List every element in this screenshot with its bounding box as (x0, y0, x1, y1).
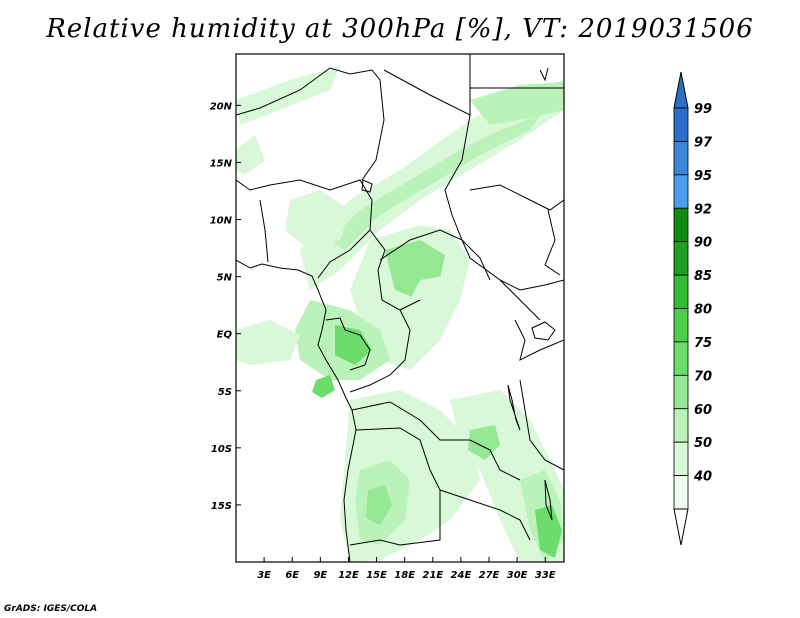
lake-victoria (531, 321, 556, 341)
map-frame (235, 53, 565, 563)
colorbar-segment (673, 475, 689, 510)
y-tick-label: 5N (217, 273, 233, 284)
colorbar-label: 92 (694, 202, 712, 217)
colorbar-segment (673, 241, 689, 276)
colorbar-label: 75 (694, 336, 712, 351)
border-chad-north (383, 54, 471, 116)
colorbar-segment (673, 141, 689, 176)
lake-tanganyika (507, 384, 521, 431)
y-tick-label: 5S (218, 387, 232, 398)
credit-label: GrADS: IGES/COLA (4, 604, 98, 614)
colorbar-segment (673, 408, 689, 443)
y-tick-label: 20N (210, 101, 233, 112)
colorbar-segment (673, 174, 689, 209)
map-title: Relative humidity at 300hPa [%], VT: 201… (46, 14, 754, 44)
colorbar-label: 70 (694, 369, 712, 384)
colorbar-label: 95 (694, 169, 712, 184)
colorbar-segment (673, 341, 689, 376)
colorbar-segment (673, 308, 689, 343)
border-zambia (439, 489, 531, 541)
x-tick-label: 18E (394, 570, 415, 581)
lake-chad (361, 179, 373, 193)
x-tick-label: 12E (338, 570, 359, 581)
colorbar: 99 97 95 92 90 85 80 75 70 60 50 40 (673, 71, 713, 546)
border-east-africa (499, 279, 564, 291)
coastline-west-africa (236, 259, 357, 562)
border-chad-east (444, 114, 491, 281)
axis-ticks: 3E 6E 9E 12E 15E 18E 21E 24E 27E 30E 33E 20N 15N 10N 5… (210, 101, 556, 581)
x-tick-label: 33E (535, 570, 556, 581)
x-tick-label: 3E (257, 570, 271, 581)
border-sudan (469, 184, 564, 211)
colorbar-top-arrow (673, 71, 689, 109)
humidity-band-northeast (470, 82, 564, 125)
border-uganda-kenya (514, 319, 564, 361)
coast-red-sea (539, 67, 549, 82)
x-tick-label: 6E (285, 570, 299, 581)
colorbar-segment (673, 441, 689, 476)
colorbar-label: 90 (694, 236, 712, 251)
humidity-band-west-patch (312, 375, 335, 398)
x-tick-label: 27E (479, 570, 500, 581)
humidity-band-southeast-inner (535, 505, 562, 558)
y-tick-label: 15S (211, 501, 232, 512)
humidity-band-congo-core (335, 325, 372, 365)
humidity-band-coast-west (236, 320, 300, 365)
country-borders (236, 54, 564, 562)
y-tick-label: 10S (211, 444, 232, 455)
border-gabon (325, 317, 371, 371)
colorbar-label: 85 (694, 269, 712, 284)
border-niger-north (236, 67, 385, 181)
colorbar-label: 40 (693, 470, 712, 485)
border-cameroon (369, 229, 421, 311)
humidity-shading (236, 66, 564, 562)
colorbar-label: 50 (694, 436, 712, 451)
humidity-band-southwest-inner (366, 485, 392, 525)
lake-malawi (544, 479, 553, 521)
y-tick-label: EQ (217, 330, 233, 341)
colorbar-segment (673, 207, 689, 243)
border-drc-south (351, 401, 521, 481)
humidity-band-lake-region (468, 425, 500, 460)
border-ethiopia (544, 209, 561, 276)
colorbar-label: 97 (694, 135, 713, 150)
border-congo-drc (349, 309, 411, 393)
y-tick-label: 10N (210, 216, 233, 227)
humidity-band-diagonal-core (330, 115, 540, 250)
border-benin-togo (259, 199, 269, 263)
colorbar-segment (673, 107, 689, 142)
border-nigeria (269, 179, 373, 279)
colorbar-segment (673, 374, 689, 410)
x-tick-label: 15E (366, 570, 387, 581)
colorbar-label: 60 (694, 403, 712, 418)
x-tick-label: 9E (313, 570, 327, 581)
colorbar-label: 80 (694, 303, 712, 318)
colorbar-label: 99 (694, 102, 712, 117)
humidity-band-northwest (236, 135, 265, 175)
x-tick-label: 30E (507, 570, 528, 581)
humidity-band-east-ring (405, 275, 460, 335)
colorbar-segment (673, 274, 689, 309)
y-tick-label: 15N (210, 158, 233, 169)
border-tanzania (519, 379, 564, 471)
x-tick-label: 24E (451, 570, 472, 581)
humidity-band-west-central (285, 190, 350, 250)
border-car (379, 229, 541, 321)
colorbar-bottom-arrow (673, 508, 689, 546)
x-tick-label: 21E (422, 570, 443, 581)
border-burkina (236, 179, 271, 191)
